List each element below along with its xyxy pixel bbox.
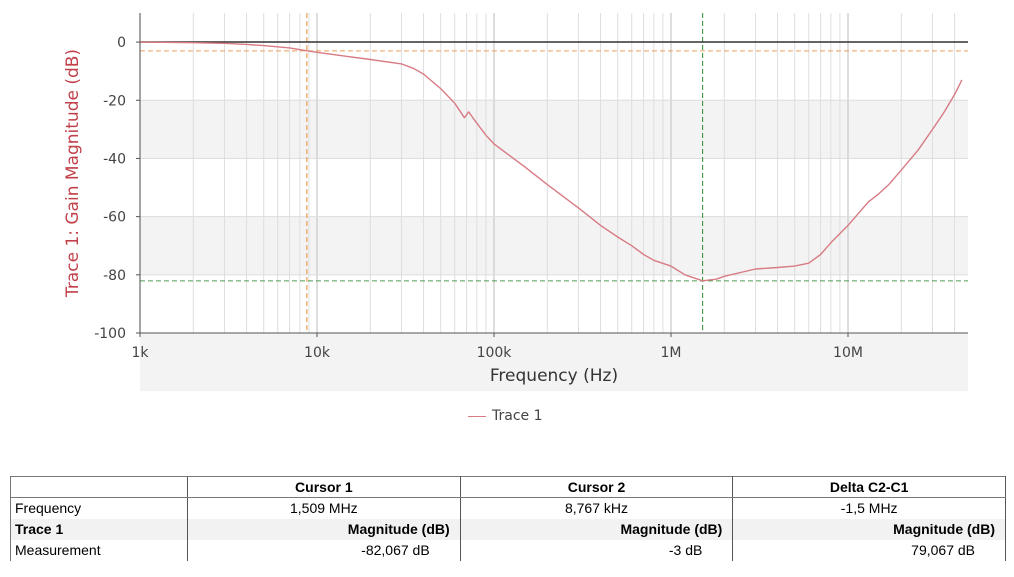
y-tick-label: -20	[103, 93, 126, 109]
plot-band	[140, 333, 968, 392]
table-cell: Trace 1	[9, 518, 188, 540]
table-cell: -82,067 dB	[187, 539, 461, 561]
series-layer	[139, 41, 963, 282]
cursor-lines	[140, 13, 968, 333]
table-cell: Magnitude (dB)	[732, 518, 1006, 540]
x-axis-label: Frequency (Hz)	[490, 366, 618, 386]
y-tick-label: -60	[103, 210, 126, 226]
y-tick-label: -100	[94, 326, 126, 342]
table-header-cell: Delta C2-C1	[732, 476, 1006, 498]
table-header-cell	[9, 476, 188, 498]
table-row: Measurement -82,067 dB -3 dB 79,067 dB	[9, 539, 1006, 561]
y-tick-label: -40	[103, 151, 126, 167]
legend-label: Trace 1	[492, 408, 543, 424]
table-cell: Magnitude (dB)	[187, 518, 461, 540]
y-axis-label: Trace 1: Gain Magnitude (dB)	[63, 49, 83, 298]
cursor-table: Cursor 1 Cursor 2 Delta C2-C1 Frequency …	[9, 476, 1006, 561]
legend: Trace 1	[468, 408, 543, 424]
table-cell: 79,067 dB	[732, 539, 1006, 561]
x-tick-labels: 1k 10k 100k 1M 10M	[131, 333, 863, 361]
table-cell: -1,5 MHz	[732, 497, 1006, 519]
table-cell: Magnitude (dB)	[459, 518, 734, 540]
gain-magnitude-chart: 0 -20 -40 -60 -80 -100 1k 10k 100k 1M 10M Frequen…	[63, 13, 968, 392]
y-tick-labels: 0 -20 -40 -60 -80 -100	[94, 35, 140, 342]
table-cell: Measurement	[9, 539, 188, 561]
table-cell: 8,767 kHz	[459, 497, 734, 519]
x-tick-label: 10k	[304, 345, 331, 361]
table-cell: -3 dB	[459, 539, 734, 561]
y-tick-label: -80	[103, 268, 126, 284]
x-tick-label: 1k	[131, 345, 149, 361]
table-row: Trace 1 Magnitude (dB) Magnitude (dB) Ma…	[9, 518, 1006, 540]
table-cell: 1,509 MHz	[187, 497, 461, 519]
table-header-cell: Cursor 2	[459, 476, 734, 498]
series-line-trace-1	[139, 41, 963, 282]
x-tick-label: 10M	[833, 345, 863, 361]
x-tick-label: 100k	[477, 345, 513, 361]
table-header-row: Cursor 1 Cursor 2 Delta C2-C1	[9, 476, 1006, 498]
table-row: Frequency 1,509 MHz 8,767 kHz -1,5 MHz	[9, 497, 1006, 519]
table-header-cell: Cursor 1	[187, 476, 461, 498]
legend-swatch	[468, 415, 486, 417]
x-tick-label: 1M	[661, 345, 682, 361]
y-tick-label: 0	[117, 35, 126, 51]
table-cell: Frequency	[9, 497, 188, 519]
